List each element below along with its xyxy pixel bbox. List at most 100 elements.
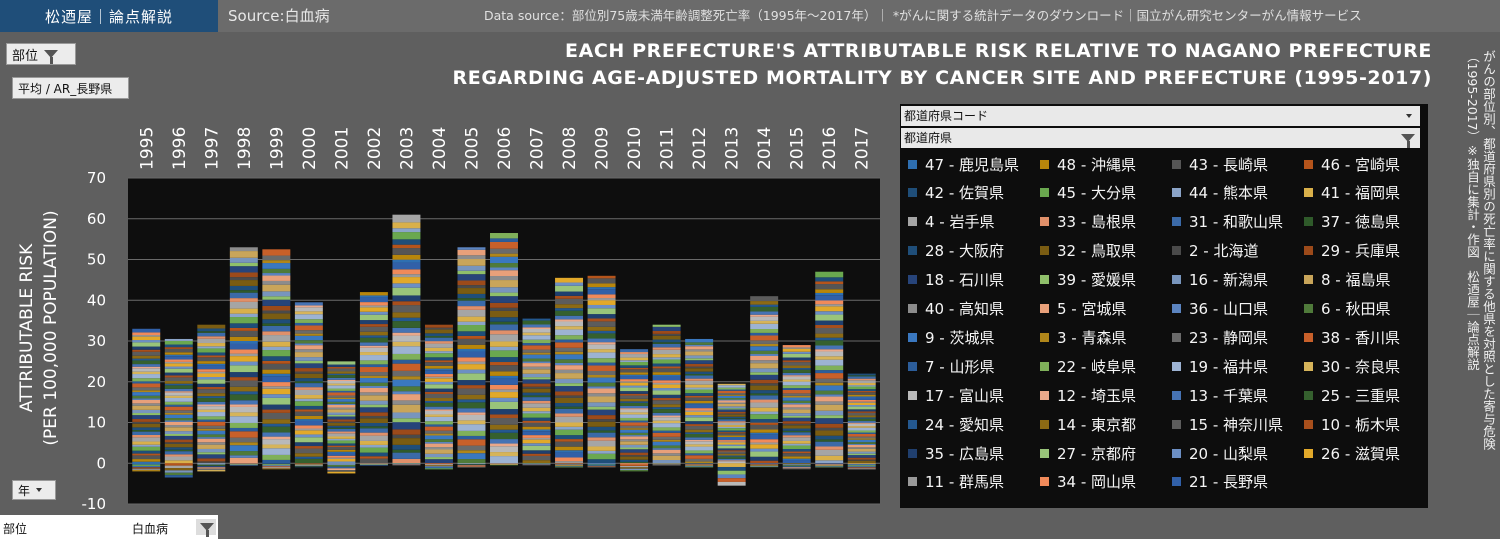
bar-segment: [815, 394, 844, 397]
bar-segment: [652, 394, 681, 399]
legend-item[interactable]: 10 - 栃木県: [1304, 414, 1400, 434]
bar-segment-negative: [522, 463, 551, 464]
bar-segment: [294, 322, 323, 326]
legend-item[interactable]: 13 - 千葉県: [1172, 385, 1268, 405]
bar-segment: [197, 328, 226, 332]
legend-item[interactable]: 4 - 岩手県: [908, 212, 995, 232]
bar-segment: [847, 373, 876, 376]
bar-segment-negative: [294, 463, 323, 465]
legend-swatch: [908, 477, 917, 487]
legend-item[interactable]: 16 - 新潟県: [1172, 270, 1268, 290]
bar-segment: [457, 331, 486, 336]
bar-segment: [132, 378, 161, 382]
legend-item[interactable]: 37 - 徳島県: [1304, 212, 1400, 232]
bar-segment: [164, 372, 193, 376]
legend-item[interactable]: 41 - 福岡県: [1304, 183, 1400, 203]
legend-swatch: [1172, 159, 1181, 169]
legend-item[interactable]: 15 - 神奈川県: [1172, 414, 1283, 434]
bar-segment: [685, 403, 714, 405]
legend-item[interactable]: 27 - 京都府: [1040, 443, 1136, 463]
legend-item[interactable]: 7 - 山形県: [908, 356, 995, 376]
legend-item[interactable]: 14 - 東京都: [1040, 414, 1136, 434]
legend-item[interactable]: 35 - 広島県: [908, 443, 1004, 463]
legend-item[interactable]: 42 - 佐賀県: [908, 183, 1004, 203]
legend-item[interactable]: 17 - 富山県: [908, 385, 1004, 405]
legend-item[interactable]: 47 - 鹿児島県: [908, 154, 1019, 174]
legend-item[interactable]: 38 - 香川県: [1304, 327, 1400, 347]
bar-segment: [197, 365, 226, 370]
bar-segment: [164, 392, 193, 396]
legend-item[interactable]: 34 - 岡山県: [1040, 472, 1136, 492]
bar-segment: [359, 331, 388, 336]
bottom-filter-button[interactable]: [196, 519, 216, 537]
legend-swatch: [1304, 188, 1313, 198]
legend-item[interactable]: 39 - 愛媛県: [1040, 270, 1136, 290]
legend-item[interactable]: 26 - 滋賀県: [1304, 443, 1400, 463]
year-filter-button[interactable]: 年: [12, 480, 56, 500]
site-filter-button[interactable]: 部位: [6, 43, 76, 65]
legend-item[interactable]: 29 - 兵庫県: [1304, 241, 1400, 261]
bar-segment: [815, 295, 844, 301]
legend-item[interactable]: 21 - 長野県: [1172, 472, 1268, 492]
legend-item[interactable]: 45 - 大分県: [1040, 183, 1136, 203]
bar-segment: [457, 424, 486, 431]
legend-item[interactable]: 28 - 大阪府: [908, 241, 1004, 261]
legend-item[interactable]: 43 - 長崎県: [1172, 154, 1268, 174]
legend-item[interactable]: 5 - 宮城県: [1040, 299, 1127, 319]
bar-segment: [294, 415, 323, 420]
legend-item[interactable]: 20 - 山梨県: [1172, 443, 1268, 463]
bar-segment: [424, 333, 453, 337]
bar-segment: [197, 425, 226, 429]
legend-header-code[interactable]: 都道府県コード: [901, 106, 1420, 126]
bar-segment: [620, 441, 649, 445]
bar-segment: [359, 385, 388, 388]
bar-segment: [457, 325, 486, 332]
bar-segment: [522, 437, 551, 440]
bar-segment: [555, 450, 584, 453]
legend-item[interactable]: 40 - 高知県: [908, 299, 1004, 319]
legend-item[interactable]: 18 - 石川県: [908, 270, 1004, 290]
bar-segment: [359, 360, 388, 365]
bar-segment: [294, 345, 323, 350]
legend-item[interactable]: 9 - 茨城県: [908, 327, 995, 347]
legend-item[interactable]: 12 - 埼玉県: [1040, 385, 1136, 405]
legend-item[interactable]: 24 - 愛知県: [908, 414, 1004, 434]
legend-item[interactable]: 19 - 福井県: [1172, 356, 1268, 376]
legend-item[interactable]: 44 - 熊本県: [1172, 183, 1268, 203]
measure-button[interactable]: 平均 / AR_長野県: [12, 77, 129, 99]
legend-item[interactable]: 32 - 鳥取県: [1040, 241, 1136, 261]
legend-item[interactable]: 36 - 山口県: [1172, 299, 1268, 319]
bar-segment: [555, 461, 584, 464]
bar-segment-negative: [262, 464, 291, 466]
bar-segment: [490, 307, 518, 311]
bar-segment: [262, 249, 291, 256]
bar-segment: [294, 411, 323, 416]
legend-item[interactable]: 22 - 岐阜県: [1040, 356, 1136, 376]
legend-item[interactable]: 3 - 青森県: [1040, 327, 1127, 347]
bar-segment: [424, 426, 453, 431]
x-tick-label: 2014: [755, 127, 775, 170]
bar-segment: [262, 439, 291, 445]
bar-segment-negative: [587, 465, 616, 466]
legend-item[interactable]: 8 - 福島県: [1304, 270, 1391, 290]
legend-item[interactable]: 11 - 群馬県: [908, 472, 1004, 492]
bar-segment: [392, 391, 421, 395]
bar-segment: [457, 453, 486, 460]
legend-header-pref[interactable]: 都道府県: [901, 128, 1420, 148]
legend-item[interactable]: 33 - 島根県: [1040, 212, 1136, 232]
bar-segment: [847, 375, 876, 377]
legend-item[interactable]: 25 - 三重県: [1304, 385, 1400, 405]
legend-item[interactable]: 46 - 宮崎県: [1304, 154, 1400, 174]
bar-segment: [717, 383, 746, 386]
bar-segment-negative: [359, 463, 388, 465]
bar-segment: [652, 333, 681, 336]
bottom-filter-bar[interactable]: 部位 白血病: [0, 515, 218, 539]
legend-item[interactable]: 23 - 静岡県: [1172, 327, 1268, 347]
legend-item[interactable]: 31 - 和歌山県: [1172, 212, 1283, 232]
legend-item[interactable]: 2 - 北海道: [1172, 241, 1259, 261]
legend-item[interactable]: 30 - 奈良県: [1304, 356, 1400, 376]
bar-segment: [327, 407, 356, 410]
legend-item[interactable]: 6 - 秋田県: [1304, 299, 1391, 319]
bar-segment: [424, 365, 453, 369]
legend-item[interactable]: 48 - 沖縄県: [1040, 154, 1136, 174]
